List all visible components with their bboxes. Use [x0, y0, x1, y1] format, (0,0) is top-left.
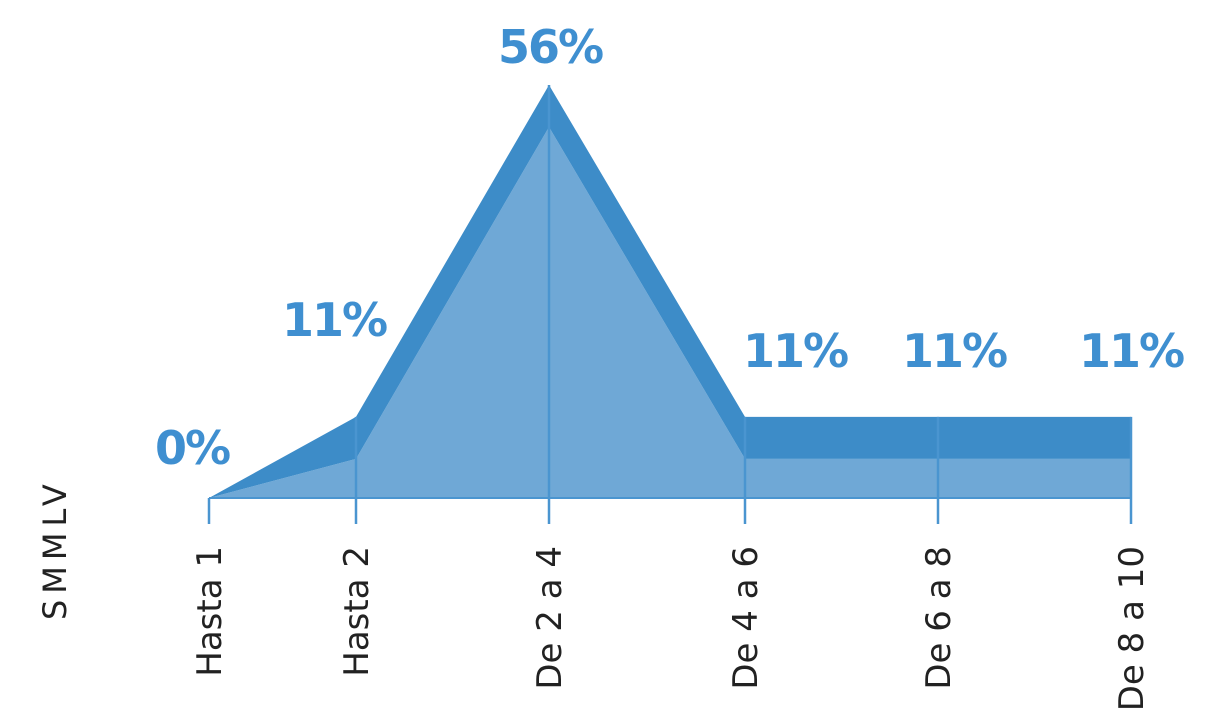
data-label: 11%	[282, 293, 387, 347]
x-tick-label: De 4 a 6	[726, 546, 766, 690]
x-tick-label: De 6 a 8	[919, 546, 959, 690]
data-labels: 0% 11% 56% 11% 11% 11%	[155, 20, 1186, 475]
x-tick-labels: Hasta 1 Hasta 2 De 2 a 4 De 4 a 6 De 6 a 8 De…	[190, 546, 1152, 711]
area-fill	[209, 127, 1131, 498]
x-tick-label: De 2 a 4	[530, 546, 570, 690]
area-top-band	[209, 85, 1131, 498]
data-label: 0%	[155, 421, 230, 475]
x-tick-label: Hasta 1	[190, 546, 230, 677]
data-label: 11%	[902, 324, 1007, 378]
data-label: 11%	[743, 324, 848, 378]
vertical-category-lines	[207, 85, 1133, 524]
x-tick-label: Hasta 2	[337, 546, 377, 677]
data-label: 56%	[498, 20, 603, 74]
x-tick-label: De 8 a 10	[1112, 546, 1152, 711]
data-label: 11%	[1079, 324, 1184, 378]
y-axis-label: SMMLV	[36, 478, 74, 620]
